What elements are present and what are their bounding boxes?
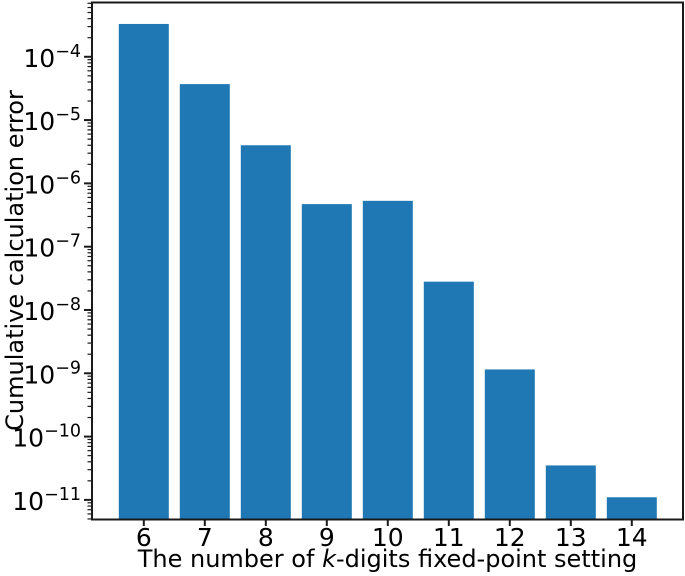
y-axis-label: Cumulative calculation error xyxy=(1,90,29,431)
bar-8 xyxy=(240,145,291,520)
bar-14 xyxy=(606,497,657,520)
x-tick-label: 8 xyxy=(258,523,274,552)
y-tick-label: 10−7 xyxy=(23,232,81,263)
x-tick-label: 10 xyxy=(372,523,404,552)
bar-12 xyxy=(484,369,535,520)
bar-7 xyxy=(179,84,230,520)
y-tick-label: 10−10 xyxy=(12,422,81,453)
x-axis-label-variable: k xyxy=(322,545,336,573)
x-tick-label: 11 xyxy=(433,523,465,552)
x-axis-label-suffix: -digits fixed-point setting xyxy=(335,545,638,573)
x-tick-label: 7 xyxy=(197,523,213,552)
bar-9 xyxy=(301,204,352,520)
y-tick-label: 10−6 xyxy=(23,168,81,199)
bar-6 xyxy=(118,23,169,520)
y-tick-label: 10−8 xyxy=(23,295,81,326)
bar-10 xyxy=(362,200,413,520)
x-tick-label: 13 xyxy=(555,523,587,552)
x-axis-label: The number of k-digits fixed-point setti… xyxy=(92,544,683,574)
x-tick-label: 14 xyxy=(616,523,648,552)
y-tick-label: 10−11 xyxy=(12,485,81,516)
x-tick-label: 6 xyxy=(136,523,152,552)
y-tick-label: 10−5 xyxy=(23,105,81,136)
y-tick-label: 10−9 xyxy=(23,358,81,389)
x-axis-label-prefix: The number of xyxy=(137,545,323,573)
x-tick-label: 9 xyxy=(319,523,335,552)
y-tick-label: 10−4 xyxy=(23,42,81,73)
x-tick-label: 12 xyxy=(494,523,526,552)
bar-11 xyxy=(423,281,474,520)
bar-13 xyxy=(545,465,596,520)
